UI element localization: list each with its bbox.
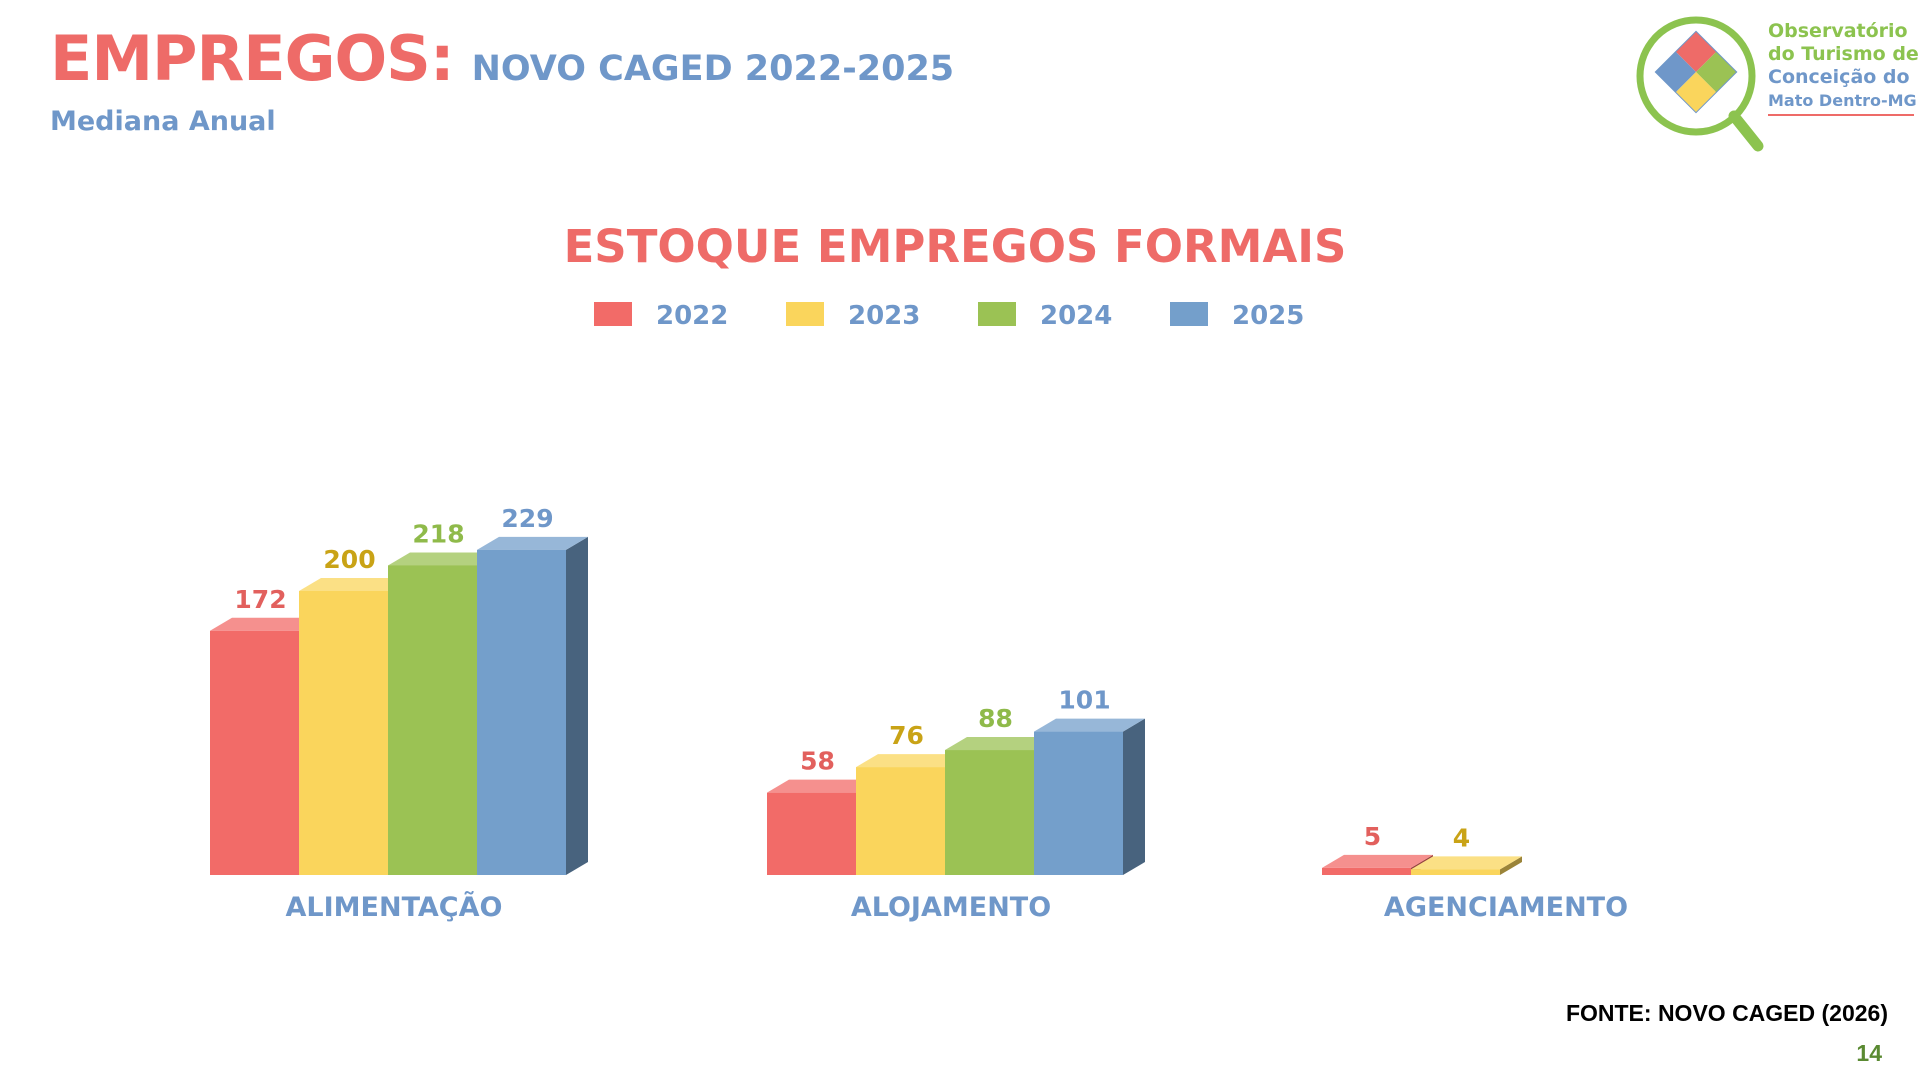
- bar-2023-1: [856, 767, 945, 875]
- data-label-2022-0: 172: [234, 585, 286, 614]
- bar-top-2025-1: [1034, 718, 1145, 732]
- legend-label-2022: 2022: [656, 301, 728, 331]
- logo-line-1: Observatório: [1768, 20, 1908, 42]
- bar-2022-2: [1322, 867, 1411, 875]
- data-label-2024-0: 218: [412, 519, 464, 548]
- logo-line-2: do Turismo de: [1768, 43, 1919, 65]
- bar-2022-0: [210, 630, 299, 875]
- bar-top-2022-1: [767, 779, 878, 793]
- data-label-2024-1: 88: [978, 704, 1013, 733]
- observatory-logo: [1636, 16, 1764, 152]
- bar-2023-0: [299, 591, 388, 875]
- bar-top-2023-1: [856, 754, 967, 768]
- data-label-2023-0: 200: [323, 545, 375, 574]
- logo-text: Observatório do Turismo de Conceição do …: [1768, 20, 1919, 116]
- bar-side-2023-2: [1500, 856, 1522, 875]
- bar-2023-2: [1411, 869, 1500, 875]
- data-label-2023-2: 4: [1453, 823, 1470, 852]
- bar-2024-0: [388, 565, 477, 875]
- legend-label-2024: 2024: [1040, 301, 1112, 331]
- page-title: EMPREGOS:: [50, 22, 455, 95]
- bar-side-2025-1: [1123, 718, 1145, 875]
- bar-top-2023-2: [1411, 856, 1522, 870]
- category-label-0: ALIMENTAÇÃO: [286, 891, 503, 923]
- data-label-2022-2: 5: [1364, 822, 1381, 851]
- bar-top-2024-0: [388, 552, 499, 566]
- employment-bar-chart: ESTOQUE EMPREGOS FORMAIS 2022 2023 2024 2025…: [210, 220, 1628, 923]
- chart-title: ESTOQUE EMPREGOS FORMAIS: [564, 220, 1347, 273]
- logo-line-3: Conceição do: [1768, 66, 1910, 88]
- data-label-2022-1: 58: [800, 747, 835, 776]
- legend-swatch-2025: [1170, 302, 1208, 326]
- legend-swatch-2024: [978, 302, 1016, 326]
- bar-top-2022-0: [210, 617, 321, 631]
- bar-top-2024-1: [945, 737, 1056, 751]
- bar-2025-0: [477, 549, 566, 875]
- page-number: 14: [1856, 1040, 1882, 1066]
- title-row: EMPREGOS: NOVO CAGED 2022-2025: [50, 22, 954, 95]
- bar-2022-1: [767, 792, 856, 875]
- page-caption: Mediana Anual: [50, 106, 276, 137]
- source-note: FONTE: NOVO CAGED (2026): [1565, 1000, 1888, 1026]
- bar-top-2023-0: [299, 578, 410, 591]
- bar-top-2025-0: [477, 536, 588, 550]
- data-label-2025-1: 101: [1058, 686, 1110, 715]
- page-subtitle: NOVO CAGED 2022-2025: [471, 49, 955, 89]
- bar-2025-1: [1034, 731, 1123, 875]
- category-label-2: AGENCIAMENTO: [1384, 892, 1628, 923]
- logo-underline: [1768, 114, 1914, 116]
- legend-swatch-2023: [786, 302, 824, 326]
- bar-2024-1: [945, 750, 1034, 875]
- legend-label-2025: 2025: [1232, 301, 1304, 331]
- legend-swatch-2022: [594, 302, 632, 326]
- bar-top-2022-2: [1322, 854, 1433, 868]
- data-label-2025-0: 229: [501, 504, 553, 533]
- bar-side-2025-0: [566, 536, 588, 875]
- logo-line-4: Mato Dentro-MG: [1768, 91, 1917, 110]
- data-label-2023-1: 76: [889, 721, 924, 750]
- legend-label-2023: 2023: [848, 301, 920, 331]
- category-label-1: ALOJAMENTO: [851, 892, 1051, 923]
